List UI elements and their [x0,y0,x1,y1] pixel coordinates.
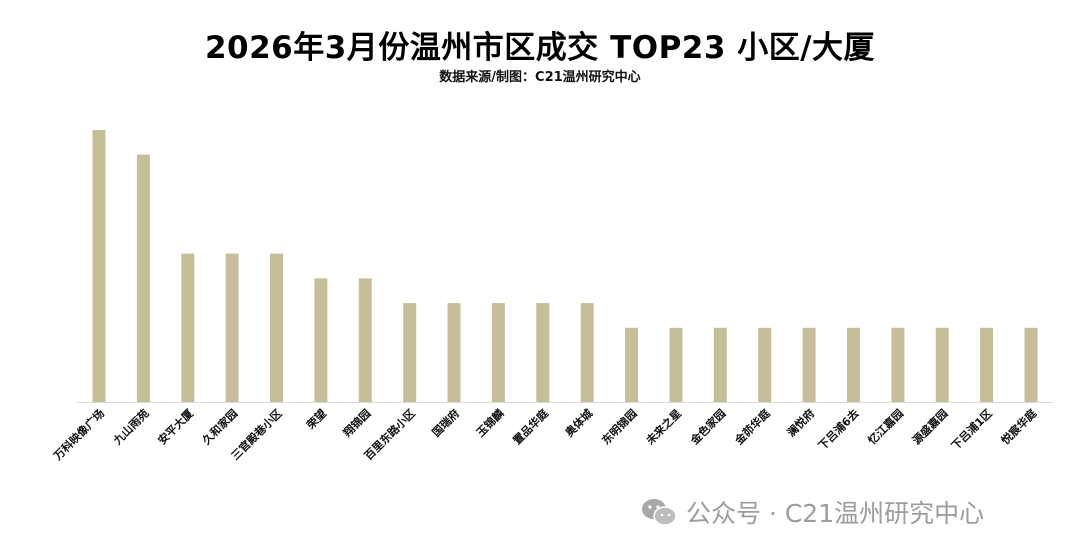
x-tick-label: 翔锦园 [339,406,373,440]
x-tick-label: 荣望 [303,406,329,432]
bar [136,154,150,402]
bar [1024,327,1038,402]
bar [758,327,772,402]
bar [225,253,239,402]
bar [270,253,283,402]
bar [625,327,639,402]
bar [847,327,860,402]
x-tick-label: 未来之星 [642,406,684,448]
bar [713,327,727,402]
watermark-text: 公众号 · C21温州研究中心 [686,499,985,528]
bar [935,327,949,402]
x-tick-label: 下吕浦1区 [948,406,994,452]
bar [980,327,994,402]
chart-title: 2026年3月份温州市区成交 TOP23 小区/大厦 [204,30,876,66]
bar [314,278,328,402]
chart-subtitle: 数据来源/制图：C21温州研究中心 [439,70,641,85]
x-tick-label: 玉锦麟 [473,406,507,440]
bar [358,278,372,402]
bar [447,303,461,402]
x-tick-label: 金茆华庭 [731,406,773,448]
bar [669,327,683,402]
x-tick-label: 金色家园 [687,406,729,448]
x-tick-label: 奥体城 [561,406,595,440]
x-tick-label: 九山雨苑 [110,406,152,448]
x-tick-label: 澜悦府 [784,406,817,439]
bar [403,303,417,402]
watermark: 公众号 · C21温州研究中心 [640,494,984,530]
bar [536,303,550,402]
x-tick-label: 悦宸华庭 [998,406,1039,447]
x-tick-label: 国瑞府 [429,406,462,439]
x-tick-label: 安平大厦 [155,406,197,448]
x-tick-label: 置品华庭 [510,406,551,447]
bar [802,327,816,402]
x-tick-label: 万科映像广场 [50,406,107,463]
x-tick-label: 源盛嘉园 [909,406,950,447]
x-tick-label: 下吕浦6去 [815,406,861,452]
x-tick-label: 忆江嘉园 [865,406,906,447]
x-tick-label: 久和家园 [199,406,240,447]
x-tick-label: 东明锦园 [599,406,640,447]
bar [580,303,594,402]
bar [491,303,505,402]
bar [181,253,195,402]
bar [891,327,905,402]
bar [92,130,106,402]
wechat-icon [642,499,677,526]
